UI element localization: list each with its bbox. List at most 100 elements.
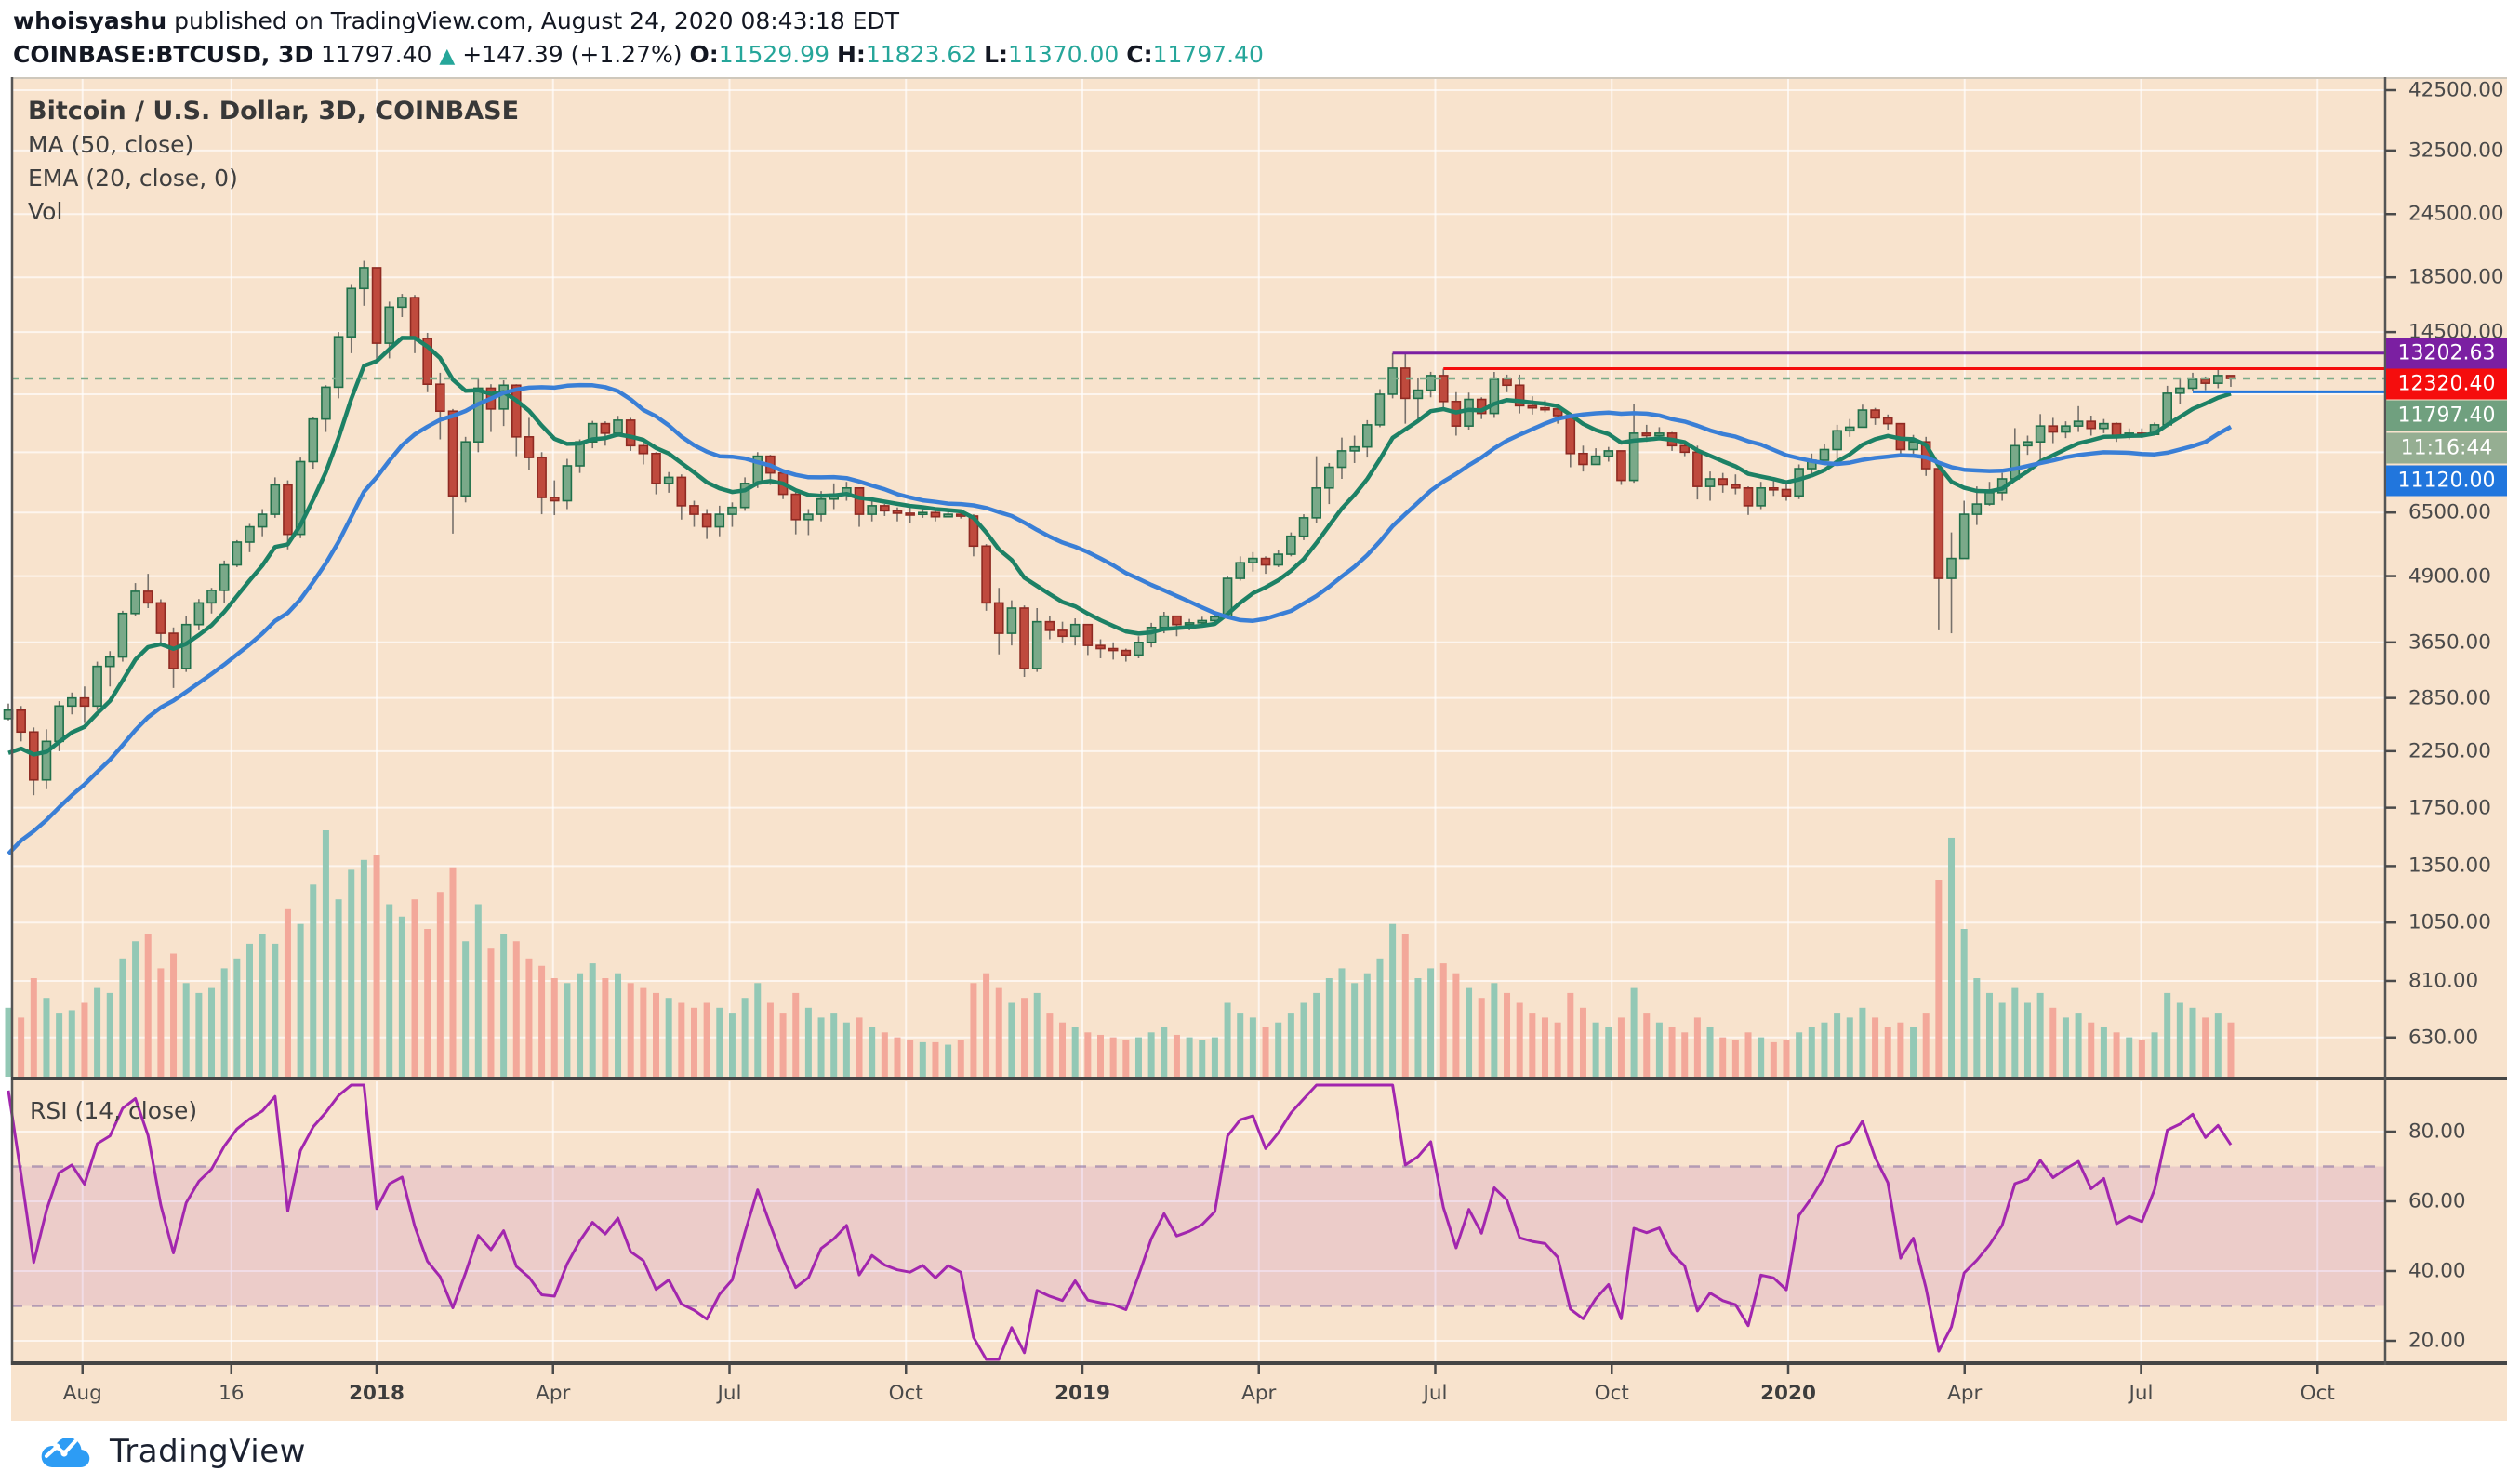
volume-bar [856,1017,863,1077]
candle-body [1654,432,1665,437]
candle-body [651,452,661,484]
volume-bar [1592,1022,1599,1077]
candle-body [193,602,205,626]
candle-body [1679,444,1691,454]
price-axis-badge: 11:16:44 [2386,432,2507,464]
volume-bar [1693,1017,1701,1077]
candle-body [1019,607,1029,669]
volume-bar [804,1007,812,1077]
rsi-axis-label: 80.00 [2408,1120,2466,1144]
ohlc-key: L: [984,41,1009,68]
candle-body [321,386,331,420]
volume-bar [2189,1007,2196,1077]
volume-bar [2088,1022,2095,1077]
volume-bar [1021,998,1028,1077]
pane-separator [11,1077,2507,1080]
candle-body [1718,478,1728,486]
candle-body [1984,492,1995,505]
volume-bar [1973,978,1981,1077]
chart-canvas[interactable] [0,77,2507,1421]
ohlc-value: 11370.00 [1008,41,1127,68]
volume-bar [2100,1027,2107,1077]
candle-body [638,444,649,455]
volume-bar [208,987,216,1077]
volume-bar [1516,1002,1523,1077]
candle-body [1134,642,1144,656]
volume-bar [335,899,342,1077]
volume-bar [932,1041,939,1077]
volume-bar [741,998,749,1077]
price-change: +147.39 (+1.27%) [462,41,683,68]
candle-body [1336,450,1347,469]
price-axis-label: 1750.00 [2408,796,2491,820]
candle-body [1946,557,1957,579]
time-axis-label: 16 [219,1382,245,1405]
candle-body [1527,404,1538,409]
candle-body [1069,623,1081,638]
volume-bar [1910,1027,1917,1077]
candle-body [2200,378,2210,384]
candle-body [1578,452,1588,466]
candle-body [1692,451,1703,487]
candle-body [1273,553,1283,566]
candle-body [66,696,77,708]
candle-body [600,422,611,434]
candle-body [2010,444,2021,480]
candle-body [142,590,153,604]
volume-bar [1872,1017,1879,1077]
volume-bar [1655,1022,1663,1077]
candle-body [1426,375,1436,391]
volume-bar [1275,1022,1282,1077]
volume-bar [500,934,508,1077]
volume-bar [18,1017,25,1077]
volume-bar [1363,973,1371,1077]
candle-body [1349,445,1360,452]
candle-body [219,563,230,591]
volume-bar [1579,1007,1586,1077]
volume-bar [182,983,190,1077]
candle-body [1514,384,1525,407]
volume-bar [1300,1002,1307,1077]
volume-bar [1706,1027,1714,1077]
volume-bar [577,973,584,1077]
candle-body [2023,441,2033,447]
volume-bar [1109,1037,1117,1077]
volume-bar [1401,934,1409,1077]
candle-body [1260,557,1271,566]
tradingview-logo[interactable]: TradingView [35,1430,306,1473]
volume-bar [322,830,329,1077]
candle-body [625,419,636,447]
candle-body [104,656,115,668]
volume-bar [2151,1032,2158,1077]
candle-body [333,336,344,389]
candle-body [1057,629,1068,638]
volume-bar [284,908,291,1077]
price-axis-label: 4900.00 [2408,564,2491,589]
candle-body [155,602,166,634]
volume-bar [1059,1022,1067,1077]
price-axis-badge: 13202.63 [2386,338,2507,369]
candle-body [1819,448,1830,461]
candle-body [943,513,953,518]
candle-body [892,510,903,514]
price-axis-label: 32500.00 [2408,139,2504,163]
tradingview-cloud-icon [41,1438,90,1468]
price-axis-label: 630.00 [2408,1026,2479,1050]
candle-body [1438,375,1449,403]
volume-bar [1287,1013,1294,1077]
volume-bar [195,992,203,1077]
volume-bar [297,923,304,1077]
candle-body [1616,450,1626,482]
volume-bar [386,904,393,1077]
candle-body [295,460,306,536]
candle-body [1184,622,1195,626]
candle-body [663,476,674,484]
volume-bar [627,983,634,1077]
price-axis-label: 1050.00 [2408,910,2491,934]
rsi-axis-label: 40.00 [2408,1259,2466,1283]
candle-body [206,590,217,604]
volume-bar [1071,1027,1079,1077]
volume-bar [1262,1027,1269,1077]
rsi-band [11,1166,2385,1306]
candle-body [1628,432,1639,482]
